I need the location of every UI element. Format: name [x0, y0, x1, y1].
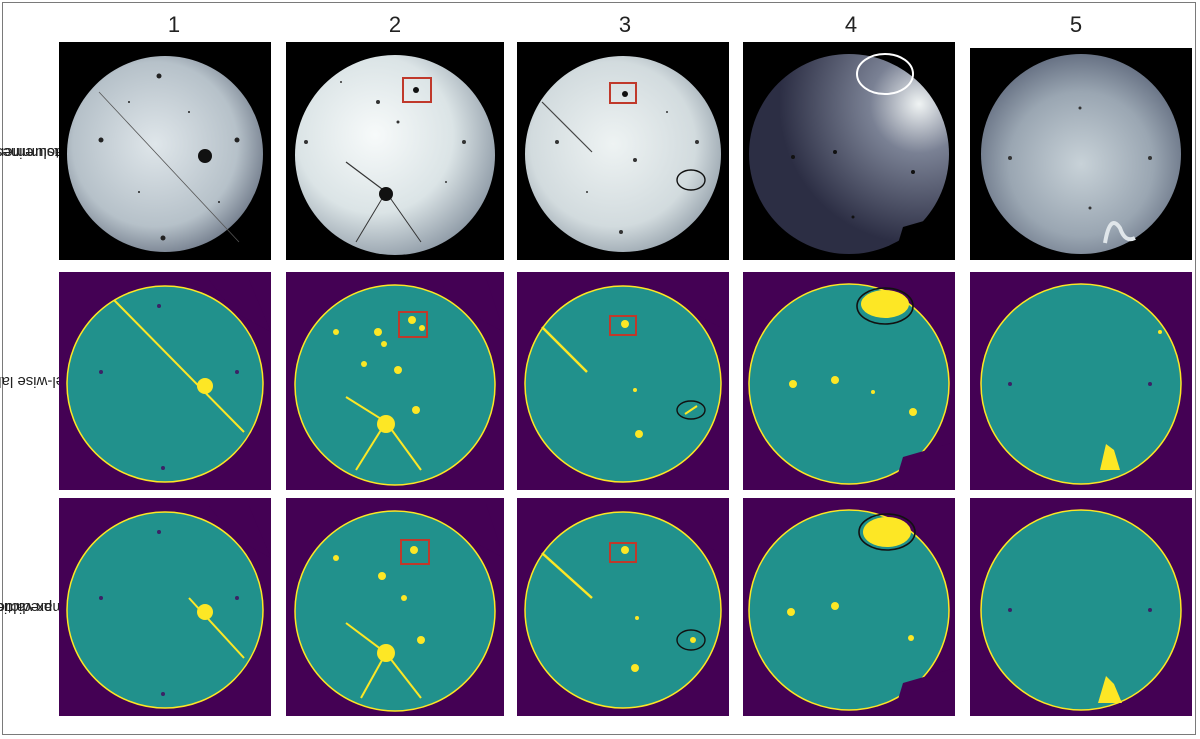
- pl-image-3: [517, 42, 729, 260]
- black-marker-ellipse: [676, 629, 706, 651]
- row-label-pixel-wise-labels: pixel-wise labels: [0, 373, 84, 390]
- column-label-1: 1: [167, 12, 181, 37]
- row-label-photoluminescence: photoluminescencemeasurement: [0, 144, 85, 161]
- prediction-map-3: [517, 498, 729, 716]
- label-map-1: [59, 272, 271, 490]
- black-marker-ellipse: [676, 169, 706, 191]
- prediction-map-5: [970, 498, 1192, 716]
- pl-image-5: [970, 48, 1192, 260]
- black-marker-ellipse: [856, 287, 914, 325]
- pl-image-2: [286, 42, 504, 260]
- red-marker-box: [400, 539, 430, 565]
- label-map-4: [743, 272, 955, 490]
- white-marker-ellipse: [856, 53, 914, 95]
- column-label-5: 5: [1069, 12, 1083, 37]
- column-label-4: 4: [844, 12, 858, 37]
- red-marker-box: [398, 311, 428, 338]
- red-marker-box: [609, 542, 637, 563]
- prediction-map-4: [743, 498, 955, 716]
- red-marker-box: [609, 82, 637, 104]
- label-map-5: [970, 272, 1192, 490]
- prediction-map-2: [286, 498, 504, 716]
- black-marker-ellipse: [676, 400, 706, 420]
- black-marker-ellipse: [858, 513, 916, 551]
- red-marker-box: [609, 315, 637, 336]
- red-marker-box: [402, 77, 432, 103]
- pl-image-1: [59, 42, 271, 260]
- label-map-3: [517, 272, 729, 490]
- prediction-map-1: [59, 498, 271, 716]
- row-label-prediction: prediction(argmax values): [0, 599, 92, 616]
- label-map-2: [286, 272, 504, 490]
- column-label-2: 2: [388, 12, 402, 37]
- column-label-3: 3: [618, 12, 632, 37]
- pl-image-4: [743, 42, 955, 260]
